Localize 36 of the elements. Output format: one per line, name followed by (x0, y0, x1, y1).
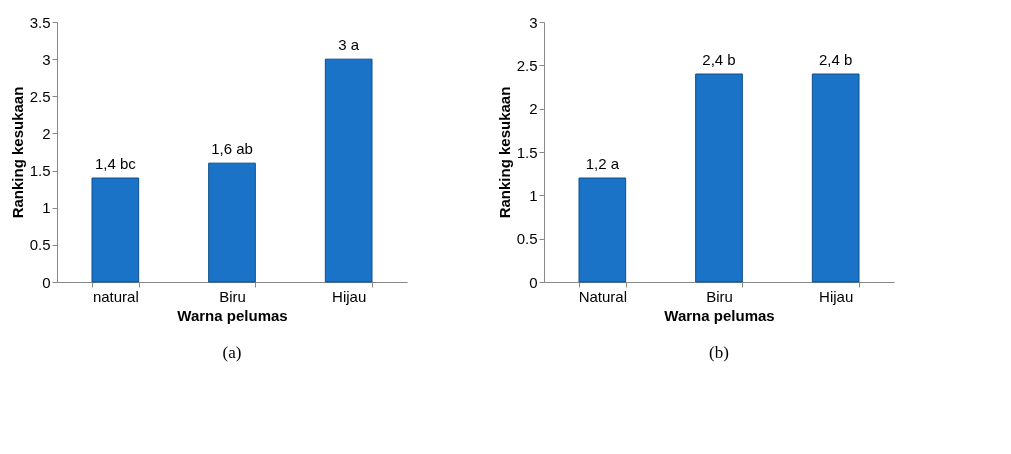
x-tick-label: Natural (578, 287, 628, 305)
bar (208, 162, 256, 283)
text: (b) (709, 343, 729, 362)
y-tick-label: 1.5 (29, 162, 51, 180)
data-label: 1,4 bc (94, 155, 137, 172)
x-tick-label: Hijau (332, 287, 367, 305)
y-tick-label: 0.5 (29, 236, 51, 254)
y-tick-label: 2.5 (516, 56, 538, 74)
x-axis-title: Warna pelumas (664, 306, 775, 324)
y-tick-label: 2 (529, 100, 538, 118)
y-tick-label: 1 (42, 199, 51, 217)
data-label: 2,4 b (818, 51, 853, 68)
text: (a) (222, 343, 242, 362)
x-axis-title: Warna pelumas (177, 306, 288, 324)
x-tick-label: Biru (706, 287, 733, 305)
y-tick-label: 1.5 (516, 143, 538, 161)
y-tick-label: 1 (529, 186, 538, 204)
data-label: 1,6 ab (211, 140, 253, 158)
y-tick-label: 0 (42, 273, 51, 291)
y-axis-title: Ranking kesukaan (8, 86, 26, 219)
x-tick-label: natural (92, 287, 139, 305)
y-tick-label: 2 (42, 124, 51, 142)
y-tick-label: 3 (42, 50, 51, 68)
y-tick-label: 0.5 (516, 230, 538, 248)
data-label: 3 a (338, 36, 360, 54)
y-tick-label: 3 (529, 13, 538, 31)
bar (324, 58, 373, 283)
y-tick-label: 2.5 (29, 87, 51, 105)
data-label: 1,2 a (585, 155, 620, 172)
y-axis-title: Ranking kesukaan (495, 86, 513, 219)
bar (91, 177, 140, 283)
x-tick-label: Hijau (819, 287, 854, 305)
data-label: 2,4 b (702, 51, 736, 68)
x-tick-label: Biru (219, 287, 246, 305)
y-tick-label: 3.5 (29, 13, 51, 31)
y-tick-label: 0 (529, 273, 538, 291)
